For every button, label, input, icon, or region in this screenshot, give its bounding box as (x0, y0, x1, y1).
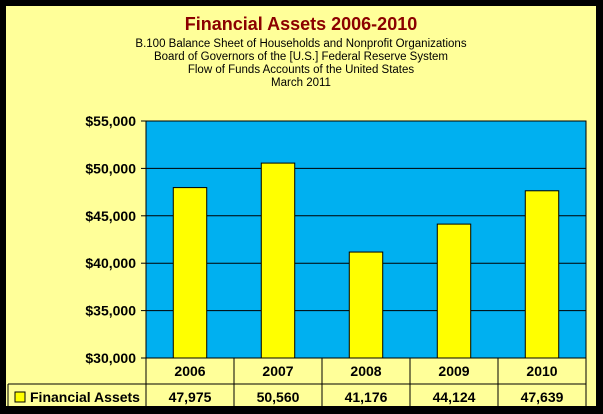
data-table: 2006 2007 2008 2009 2010 47,975 50,560 41,176 44… (7, 357, 587, 406)
category-label: 2009 (438, 363, 469, 379)
chart-subtitle-2: Board of Governors of the [U.S.] Federal… (153, 51, 448, 63)
y-tick-label: $40,000 (85, 255, 136, 271)
category-label: 2008 (350, 363, 381, 379)
data-label: 44,124 (433, 389, 476, 405)
bar (524, 190, 560, 359)
chart-subtitle-1: B.100 Balance Sheet of Households and No… (135, 38, 467, 50)
category-label: 2006 (174, 363, 205, 379)
y-tick-label: $35,000 (85, 303, 136, 319)
chart-subtitle-3: Flow of Funds Accounts of the United Sta… (187, 64, 415, 76)
bar (172, 187, 208, 359)
y-axis: $30,000 $35,000 $40,000 $45,000 $50,000 $55,0… (85, 113, 146, 366)
bars (172, 162, 560, 359)
data-label: 50,560 (257, 389, 300, 405)
y-tick-label: $30,000 (85, 350, 136, 366)
legend-key (14, 391, 26, 403)
data-label: 47,975 (169, 389, 212, 405)
bar (348, 251, 384, 359)
category-label: 2010 (526, 363, 557, 379)
y-tick-label: $50,000 (85, 160, 136, 176)
bar (260, 162, 296, 359)
data-label: 47,639 (521, 389, 564, 405)
y-tick-label: $45,000 (85, 208, 136, 224)
chart-frame: Financial Assets 2006-2010 B.100 Balance… (4, 4, 598, 408)
category-label: 2007 (262, 363, 293, 379)
y-tick-label: $55,000 (85, 113, 136, 129)
bar-chart: $30,000 $35,000 $40,000 $45,000 $50,000 $55,0… (7, 113, 587, 406)
chart-title: Financial Assets 2006-2010 (184, 14, 418, 34)
data-label: 41,176 (345, 389, 388, 405)
bar (436, 223, 472, 359)
chart-subtitle-4: March 2011 (271, 77, 331, 89)
legend-label: Financial Assets (30, 389, 140, 405)
